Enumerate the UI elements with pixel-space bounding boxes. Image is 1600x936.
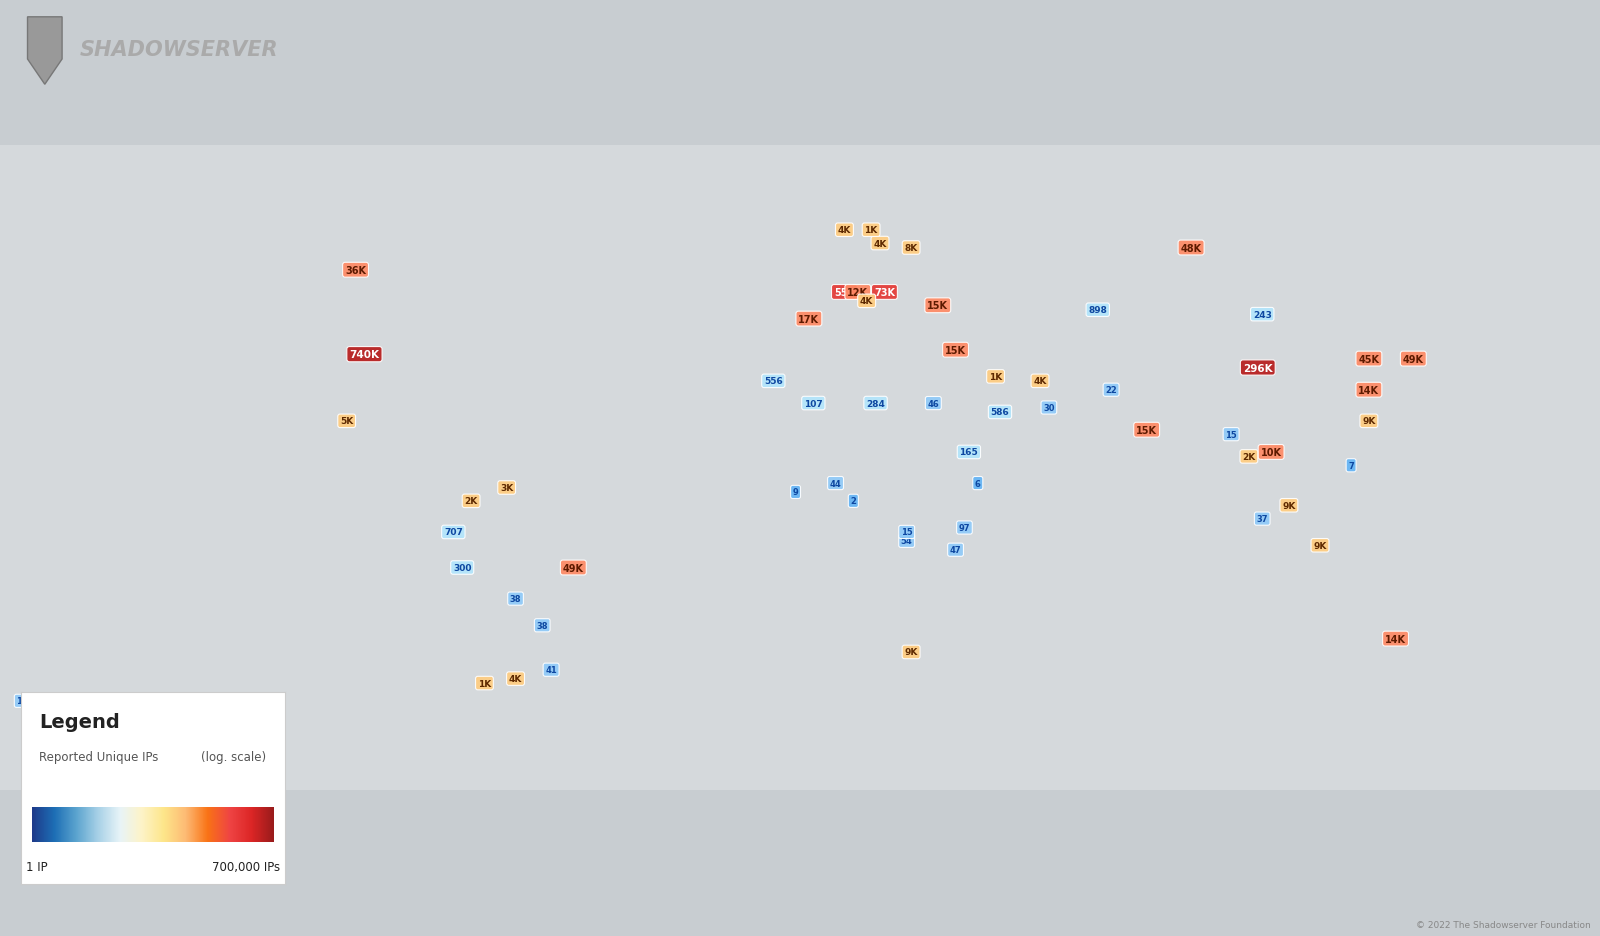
Text: 9K: 9K [1282,502,1296,510]
Text: 17K: 17K [798,314,819,324]
Text: 37: 37 [1256,515,1267,523]
Text: 586: 586 [990,408,1010,417]
Text: 10: 10 [16,696,29,706]
Polygon shape [27,18,62,85]
Text: 12K: 12K [848,287,869,298]
Text: 700,000 IPs: 700,000 IPs [211,860,280,873]
Text: 7: 7 [1349,461,1354,470]
Text: 36K: 36K [346,266,366,275]
Text: Legend: Legend [40,711,120,731]
Text: 49K: 49K [1403,354,1424,364]
Text: 165: 165 [960,448,978,457]
Text: 73K: 73K [874,287,894,298]
Text: 47: 47 [950,546,962,555]
Text: 41: 41 [546,665,557,675]
Text: 14K: 14K [1386,634,1406,644]
Text: 4K: 4K [859,297,874,306]
Text: 2K: 2K [1242,452,1256,461]
Text: 46: 46 [928,399,939,408]
Text: 9K: 9K [904,648,918,657]
Text: 14K: 14K [1358,386,1379,395]
Text: 1K: 1K [989,373,1002,382]
Text: 38: 38 [536,622,547,630]
Text: 707: 707 [443,528,462,537]
Text: 556: 556 [763,377,782,386]
Text: 30: 30 [1043,403,1054,413]
Text: 300: 300 [453,563,472,573]
Text: 54: 54 [901,536,912,546]
Text: 48K: 48K [1181,243,1202,254]
Text: 9: 9 [792,488,798,497]
Text: © 2022 The Shadowserver Foundation: © 2022 The Shadowserver Foundation [1416,919,1590,929]
Text: 44: 44 [830,479,842,488]
Text: 4K: 4K [1034,377,1046,386]
Text: 9K: 9K [1314,541,1326,550]
Text: 15: 15 [1226,431,1237,439]
Text: 5K: 5K [341,417,354,426]
Text: 45K: 45K [1358,354,1379,364]
Text: 22: 22 [1106,386,1117,395]
Text: 10K: 10K [1261,447,1282,458]
Text: 9K: 9K [1362,417,1376,426]
Text: 296K: 296K [1243,363,1272,373]
Text: 3K: 3K [501,484,514,492]
Text: 1K: 1K [478,679,491,688]
Text: 55K: 55K [834,287,854,298]
Text: Reported Unique IPs: Reported Unique IPs [40,751,158,763]
Text: 15K: 15K [1136,425,1157,435]
Text: 38: 38 [510,594,522,604]
Text: 4K: 4K [838,226,851,235]
Text: 6: 6 [974,479,981,488]
Text: 49K: 49K [563,563,584,573]
Text: 243: 243 [1253,311,1272,319]
Text: 15K: 15K [928,301,949,311]
Text: 8K: 8K [904,243,918,253]
Text: 15: 15 [901,528,912,537]
Text: 2: 2 [850,497,856,505]
Text: 284: 284 [866,399,885,408]
Text: 4K: 4K [874,240,886,248]
Text: 97: 97 [958,523,970,533]
Text: 898: 898 [1088,306,1107,314]
Text: 740K: 740K [349,350,379,359]
Text: 107: 107 [803,399,822,408]
Text: 1K: 1K [864,226,878,235]
Text: (log. scale): (log. scale) [202,751,266,763]
Text: SHADOWSERVER: SHADOWSERVER [80,40,278,60]
Text: 1 IP: 1 IP [26,860,48,873]
Text: 15K: 15K [946,345,966,356]
Text: 2K: 2K [464,497,478,505]
Text: 4K: 4K [509,675,522,683]
